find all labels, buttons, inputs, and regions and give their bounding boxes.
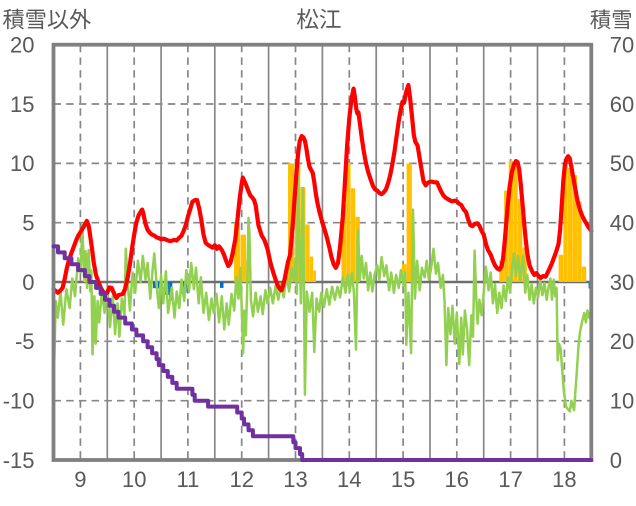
svg-text:13: 13 <box>283 467 307 492</box>
svg-text:10: 10 <box>10 151 34 176</box>
svg-text:20: 20 <box>610 329 634 354</box>
svg-text:20: 20 <box>10 33 34 58</box>
svg-text:14: 14 <box>337 467 361 492</box>
svg-text:11: 11 <box>176 467 199 492</box>
svg-text:30: 30 <box>610 270 634 295</box>
svg-text:12: 12 <box>229 467 253 492</box>
svg-text:0: 0 <box>610 448 622 473</box>
svg-text:0: 0 <box>22 270 34 295</box>
svg-text:17: 17 <box>498 467 522 492</box>
svg-text:-15: -15 <box>3 448 35 473</box>
svg-text:5: 5 <box>22 211 34 236</box>
svg-text:10: 10 <box>122 467 146 492</box>
svg-text:15: 15 <box>391 467 415 492</box>
svg-text:70: 70 <box>610 33 634 58</box>
svg-text:-5: -5 <box>15 329 35 354</box>
svg-text:16: 16 <box>445 467 469 492</box>
svg-text:60: 60 <box>610 92 634 117</box>
svg-text:40: 40 <box>610 211 634 236</box>
svg-text:10: 10 <box>610 389 634 414</box>
svg-text:18: 18 <box>552 467 576 492</box>
svg-text:15: 15 <box>10 92 34 117</box>
svg-text:50: 50 <box>610 151 634 176</box>
svg-text:9: 9 <box>74 467 86 492</box>
svg-text:-10: -10 <box>3 389 35 414</box>
